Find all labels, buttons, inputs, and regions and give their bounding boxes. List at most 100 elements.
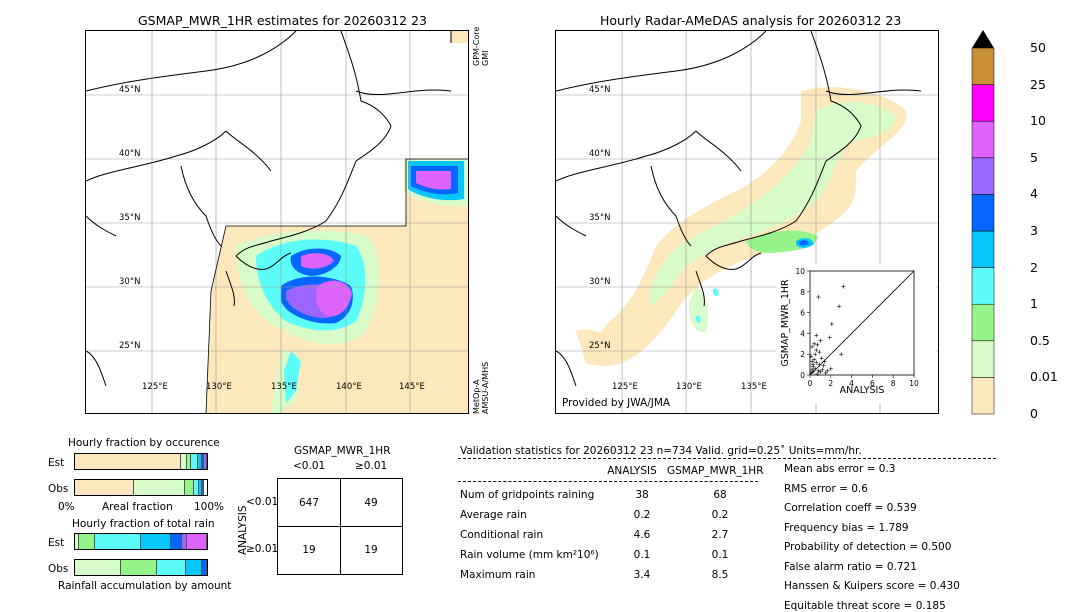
fraction-segment <box>156 560 186 575</box>
fraction-segment <box>193 480 200 495</box>
right-map: 45°N 40°N 35°N 30°N 25°N 125°E 130°E 135… <box>555 30 939 414</box>
validation-score: Hanssen & Kuipers score = 0.430 <box>784 580 960 592</box>
totalrain-title: Hourly fraction of total rain <box>72 518 215 530</box>
fraction-segment <box>201 454 205 469</box>
scatter-point <box>815 371 820 376</box>
validation-score: RMS error = 0.6 <box>784 482 868 495</box>
left-lon-125: 125°E <box>142 382 168 392</box>
sensor-label-top-1: GPM-Core <box>472 26 481 66</box>
scatter-point <box>823 370 828 375</box>
colorbar-extend-arrow <box>972 30 994 48</box>
fraction-segment <box>180 454 188 469</box>
right-rain-spot <box>712 288 719 297</box>
contingency-cell-false-alarm: 49 <box>364 497 378 509</box>
right-rain-mod <box>746 230 818 253</box>
sensor-label-bottom-2: AMSU-A/MHS <box>481 361 490 414</box>
fraction-segment <box>184 480 194 495</box>
scatter-frame <box>809 270 915 376</box>
scatter-x-tick-label: 2 <box>828 379 833 388</box>
contingency-col-lt: <0.01 <box>293 460 326 472</box>
occurence-est-label: Est <box>48 457 65 469</box>
validation-row-analysis: 4.6 <box>633 529 651 541</box>
scatter-point <box>813 352 818 357</box>
scatter-point <box>812 357 817 362</box>
scatter-point <box>828 366 833 371</box>
colorbar-level-label: 2 <box>1030 259 1038 275</box>
occurence-obs-label: Obs <box>48 483 69 495</box>
colorbar-level-label: 25 <box>1030 76 1046 92</box>
fraction-segment <box>75 534 79 549</box>
sensor-label-bottom-1: MetOp-A <box>472 379 481 414</box>
left-coverage-border <box>205 158 468 413</box>
scatter-point <box>839 352 844 357</box>
colorbar-level-label: 10 <box>1030 113 1046 129</box>
totalrain-obs-bar <box>74 559 208 576</box>
right-rain-light-2 <box>688 286 708 332</box>
validation-header-rule <box>458 458 996 459</box>
scatter-point <box>837 304 842 309</box>
right-rain-heavy-core <box>799 240 809 246</box>
scatter-x-tick-label: 6 <box>870 379 875 388</box>
fraction-segment <box>75 480 135 495</box>
left-rain-max-2 <box>301 253 334 269</box>
left-coastlines <box>86 31 452 387</box>
scatter-point <box>820 367 825 372</box>
colorbar-level-label: 3 <box>1030 223 1038 238</box>
fraction-segment <box>197 454 202 469</box>
totalrain-est-bar <box>74 533 208 550</box>
right-lat-25: 25°N <box>589 341 611 351</box>
validation-col-rule <box>458 481 758 482</box>
scatter-point <box>809 370 814 375</box>
validation-score: Correlation coeff = 0.539 <box>784 502 917 514</box>
colorbar-segment <box>971 377 995 415</box>
contingency-row-ge: ≥0.01 <box>246 543 279 555</box>
validation-col-gsmap: GSMAP_MWR_1HR <box>667 465 764 477</box>
scatter-point <box>815 342 820 347</box>
colorbar-segment <box>971 157 995 195</box>
scatter-point <box>812 341 817 346</box>
fraction-segment <box>185 560 202 575</box>
left-map: 45°N 40°N 35°N 30°N 25°N 125°E 130°E 135… <box>85 30 469 414</box>
radar-credit: Provided by JWA/JMA <box>562 397 671 409</box>
scatter-point <box>816 368 821 373</box>
scatter-point <box>810 344 815 349</box>
fraction-segment <box>181 534 188 549</box>
right-coverage-sw <box>576 329 626 366</box>
validation-score: Mean abs error = 0.3 <box>784 463 896 475</box>
scatter-point <box>818 338 823 343</box>
right-rain-light <box>649 101 896 306</box>
fraction-segment <box>191 454 198 469</box>
validation-row-label: Average rain <box>460 509 527 521</box>
fraction-segment <box>201 560 207 575</box>
colorbar-segment <box>971 267 995 305</box>
occurence-x-min: 0% <box>58 501 75 513</box>
scatter-point <box>816 295 821 299</box>
scatter-x-tick-label: 10 <box>909 379 919 388</box>
colorbar-level-label: 0.5 <box>1030 332 1050 348</box>
validation-score: Equitable threat score = 0.185 <box>784 599 946 612</box>
validation-row-gsmap: 8.5 <box>711 569 729 581</box>
scatter-point <box>810 367 815 372</box>
right-lat-45: 45°N <box>589 85 611 95</box>
validation-row-analysis: 0.2 <box>633 509 651 521</box>
fraction-segment <box>134 480 185 495</box>
fraction-segment <box>121 560 157 575</box>
left-lon-135: 135°E <box>271 382 297 392</box>
sensor-label-top-2: GMI <box>481 50 490 66</box>
fraction-segment <box>201 480 205 495</box>
scatter-point <box>821 363 826 368</box>
validation-row-label: Maximum rain <box>460 569 536 581</box>
scatter-x-tick-label: 8 <box>891 379 896 388</box>
contingency-table: 647 49 19 19 <box>277 478 403 575</box>
totalrain-obs-label: Obs <box>48 563 69 575</box>
scatter-point <box>811 364 816 369</box>
right-lon-130: 130°E <box>676 382 702 392</box>
validation-row-analysis: 3.4 <box>633 569 651 581</box>
fraction-segment <box>140 534 172 549</box>
left-lat-35: 35°N <box>119 213 141 223</box>
right-lon-135: 135°E <box>741 382 767 392</box>
scatter-xlabel: ANALYSIS <box>840 385 885 396</box>
validation-row-label: Rain volume (mm km²10⁶) <box>460 549 599 561</box>
scatter-x-tick-label: 0 <box>808 379 813 388</box>
left-map-canvas <box>86 31 468 413</box>
